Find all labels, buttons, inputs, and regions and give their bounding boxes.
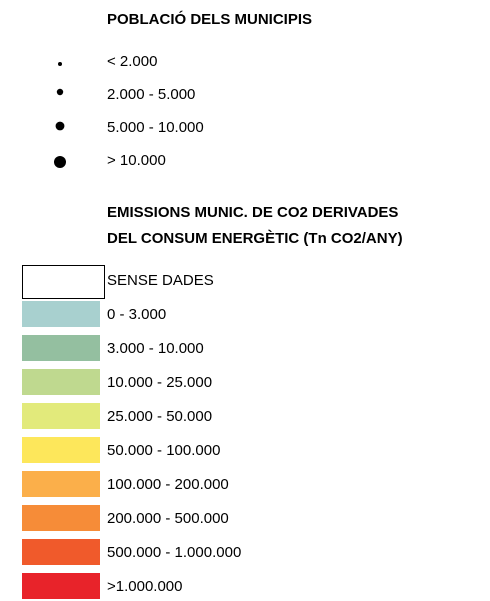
population-dot [55,121,65,131]
population-dot [58,62,62,66]
emissions-label: 10.000 - 25.000 [107,374,212,391]
emissions-label: 25.000 - 50.000 [107,408,212,425]
population-label: < 2.000 [107,53,157,70]
color-swatch [22,369,100,395]
emissions-label: SENSE DADES [107,272,214,289]
emissions-title: DEL CONSUM ENERGÈTIC (Tn CO2/ANY) [107,230,403,247]
color-swatch [22,505,100,531]
color-swatch [22,539,100,565]
color-swatch [22,265,105,299]
color-swatch [22,403,100,429]
population-title: POBLACIÓ DELS MUNICIPIS [107,10,312,28]
emissions-label: >1.000.000 [107,578,183,595]
emissions-label: 0 - 3.000 [107,306,166,323]
population-label: > 10.000 [107,152,166,169]
emissions-title: EMISSIONS MUNIC. DE CO2 DERIVADES [107,204,398,221]
population-dot [54,156,66,168]
color-swatch [22,573,100,599]
color-swatch [22,301,100,327]
color-swatch [22,437,100,463]
color-swatch [22,335,100,361]
emissions-label: 200.000 - 500.000 [107,510,229,527]
emissions-label: 100.000 - 200.000 [107,476,229,493]
emissions-label: 500.000 - 1.000.000 [107,544,241,561]
emissions-label: 50.000 - 100.000 [107,442,220,459]
emissions-label: 3.000 - 10.000 [107,340,204,357]
population-dot [56,88,64,96]
color-swatch [22,471,100,497]
population-label: 2.000 - 5.000 [107,86,195,103]
population-label: 5.000 - 10.000 [107,119,204,136]
